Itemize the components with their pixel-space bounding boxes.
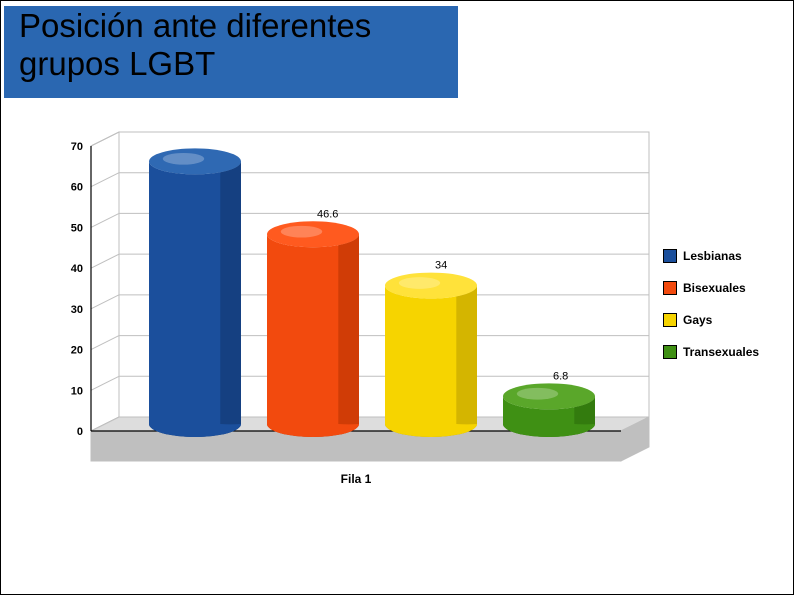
legend-item: Transexuales [663,345,783,359]
svg-text:10: 10 [71,385,83,397]
legend-swatch [663,281,677,295]
chart-svg: 0 10 20 30 40 50 60 70 46.6 34 6.8 Fila 1 [41,131,651,511]
slide-title: Posición ante diferentes grupos LGBT [19,7,449,83]
legend-label: Transexuales [683,345,759,359]
chart-legend: Lesbianas Bisexuales Gays Transexuales [663,249,783,377]
bar-chart: 0 10 20 30 40 50 60 70 46.6 34 6.8 Fila 1 [41,131,761,511]
svg-text:30: 30 [71,304,83,316]
bar-cylinder [149,148,241,437]
svg-text:0: 0 [77,426,83,438]
svg-text:50: 50 [71,222,83,234]
svg-text:60: 60 [71,182,83,194]
slide-container: Posición ante diferentes grupos LGBT 0 10… [0,0,794,595]
legend-item: Bisexuales [663,281,783,295]
legend-label: Gays [683,313,712,327]
bar-cylinder [385,273,477,437]
svg-text:34: 34 [435,260,447,272]
legend-item: Gays [663,313,783,327]
svg-text:20: 20 [71,345,83,357]
legend-item: Lesbianas [663,249,783,263]
bar-cylinder [503,383,595,437]
svg-text:40: 40 [71,263,83,275]
svg-text:46.6: 46.6 [317,208,338,220]
legend-swatch [663,345,677,359]
legend-label: Lesbianas [683,249,742,263]
svg-text:Fila 1: Fila 1 [341,472,372,486]
legend-swatch [663,249,677,263]
svg-text:6.8: 6.8 [553,370,568,382]
legend-label: Bisexuales [683,281,746,295]
svg-text:70: 70 [71,141,83,153]
legend-swatch [663,313,677,327]
bar-cylinder [267,221,359,437]
